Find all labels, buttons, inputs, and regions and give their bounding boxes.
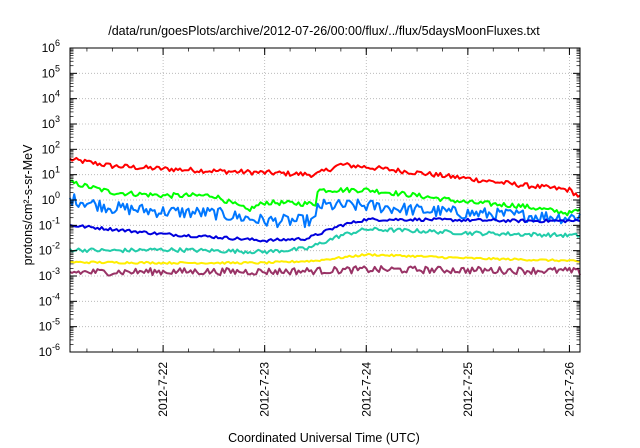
chart-title: /data/run/goesPlots/archive/2012-07-26/0… [108,24,540,38]
y-tick-label: 105 [42,63,60,80]
series-line-4 [69,217,581,243]
x-tick-label: 2012-7-24 [359,362,373,417]
y-tick-label: 10-2 [39,241,60,258]
series-line-7 [69,265,581,277]
y-axis-label: protons/cm²-s-sr-MeV [21,144,35,266]
x-tick-label: 2012-7-25 [461,362,475,417]
y-tick-label: 10-3 [39,266,60,283]
y-tick-label: 10-4 [39,291,60,308]
y-tick-label: 106 [42,38,60,55]
y-tick-label: 10-6 [39,342,60,359]
y-tick-label: 10-5 [39,317,60,334]
y-tick-label: 104 [42,89,60,106]
x-tick-label: 2012-7-26 [562,362,576,417]
axis-ticks [70,47,580,353]
y-tick-label: 103 [42,114,60,131]
series-lines [69,156,581,277]
y-tick-label: 101 [42,165,60,182]
x-axis-label: Coordinated Universal Time (UTC) [228,431,420,445]
y-tick-label: 102 [42,139,60,156]
grid-lines [70,48,580,352]
series-line-2 [69,179,581,217]
x-tick-labels: 2012-7-22 2012-7-23 2012-7-24 2012-7-25 2012… [156,362,576,417]
y-tick-labels: 10-6 10-5 10-4 10-3 10-2 10-1 100 101 102 103 104 1… [39,38,60,359]
y-tick-label: 10-1 [39,215,60,232]
series-line-5 [69,226,581,255]
y-tick-label: 100 [42,190,60,207]
series-line-3 [69,193,581,229]
x-tick-label: 2012-7-22 [156,362,170,417]
series-line-1 [69,156,581,198]
series-line-6 [69,252,581,265]
x-tick-label: 2012-7-23 [258,362,272,417]
